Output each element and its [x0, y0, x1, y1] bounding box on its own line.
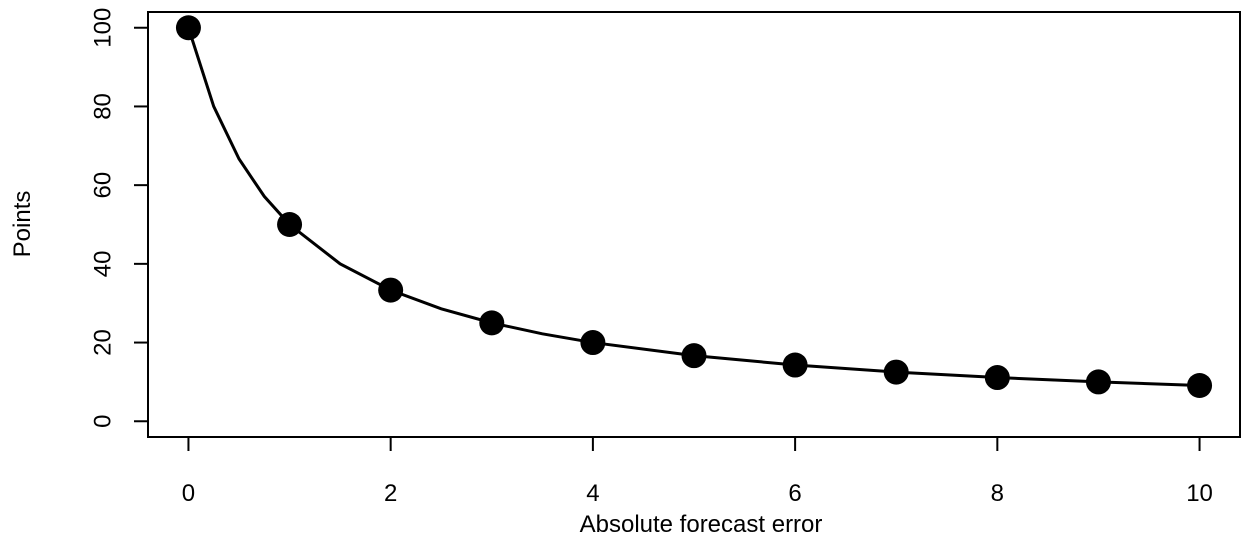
x-tick-label: 2: [384, 480, 397, 507]
x-axis-title: Absolute forecast error: [580, 511, 823, 538]
x-tick-label: 8: [991, 480, 1004, 507]
plot-area-frame: [147, 11, 1241, 438]
x-axis: 0 2 4 6 8 10: [182, 436, 1213, 507]
data-point: [1085, 369, 1111, 395]
x-tick-label: 6: [788, 480, 801, 507]
y-tick-label: 80: [89, 93, 116, 120]
data-point: [1187, 372, 1213, 398]
y-axis-title: Points: [9, 191, 36, 258]
series-curve: [187, 27, 1200, 387]
data-point: [782, 352, 808, 378]
data-point: [277, 212, 303, 237]
x-tick-label: 0: [182, 480, 195, 507]
data-point: [580, 330, 606, 356]
data-point: [984, 365, 1010, 391]
data-point: [479, 310, 505, 336]
y-axis: 0 20 40 60 80 100: [89, 8, 149, 428]
y-tick-label: 40: [89, 251, 116, 278]
series-points: [175, 15, 1213, 398]
data-point: [175, 15, 201, 41]
data-point: [378, 277, 404, 303]
data-point: [681, 343, 707, 369]
y-tick-label: 20: [89, 329, 116, 356]
data-point: [883, 359, 909, 385]
y-tick-label: 0: [89, 415, 116, 428]
y-tick-label: 60: [89, 172, 116, 199]
x-tick-label: 4: [586, 480, 599, 507]
x-tick-label: 10: [1186, 480, 1213, 507]
y-tick-label: 100: [89, 8, 116, 48]
